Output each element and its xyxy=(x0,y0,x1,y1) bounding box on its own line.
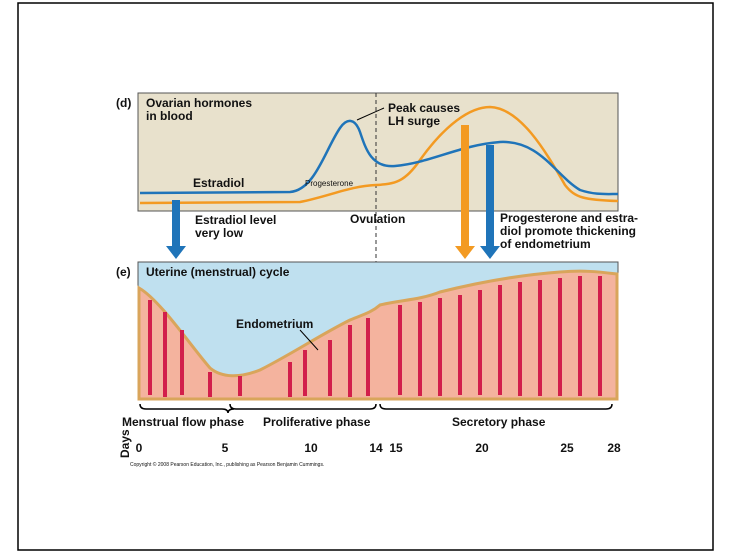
annotation: Estradiol level xyxy=(195,213,276,227)
day-label: 0 xyxy=(136,441,143,455)
phase-label: Secretory phase xyxy=(452,415,546,429)
annotation: Progesterone and estra- xyxy=(500,211,638,225)
phase-label: Menstrual flow phase xyxy=(122,415,244,429)
day-label: 15 xyxy=(389,441,403,455)
annotation: Peak causes xyxy=(388,101,460,115)
panel-title: Ovarian hormones xyxy=(146,96,252,110)
annotation: very low xyxy=(195,226,244,240)
curve-label: Progesterone xyxy=(305,179,354,188)
annotation: of endometrium xyxy=(500,237,591,251)
panel-title: Uterine (menstrual) cycle xyxy=(146,265,290,279)
day-label: 20 xyxy=(475,441,489,455)
slide: (d) Ovarian hormones in blood Peak cause… xyxy=(0,0,731,554)
copyright: Copyright © 2008 Pearson Education, Inc.… xyxy=(130,461,324,468)
day-label: 14 xyxy=(369,441,383,455)
axis-label: Days xyxy=(118,429,132,458)
panel-letter: (d) xyxy=(116,96,131,110)
day-label: 5 xyxy=(222,441,229,455)
annotation: Ovulation xyxy=(350,212,405,226)
phase-label: Proliferative phase xyxy=(263,415,371,429)
day-label: 28 xyxy=(607,441,621,455)
panel-title: in blood xyxy=(146,109,193,123)
day-label: 25 xyxy=(560,441,574,455)
curve-label: Estradiol xyxy=(193,176,244,190)
annotation: LH surge xyxy=(388,114,440,128)
annotation: diol promote thickening xyxy=(500,224,636,238)
annotation: Endometrium xyxy=(236,317,313,331)
panel-letter: (e) xyxy=(116,265,131,279)
day-label: 10 xyxy=(304,441,318,455)
